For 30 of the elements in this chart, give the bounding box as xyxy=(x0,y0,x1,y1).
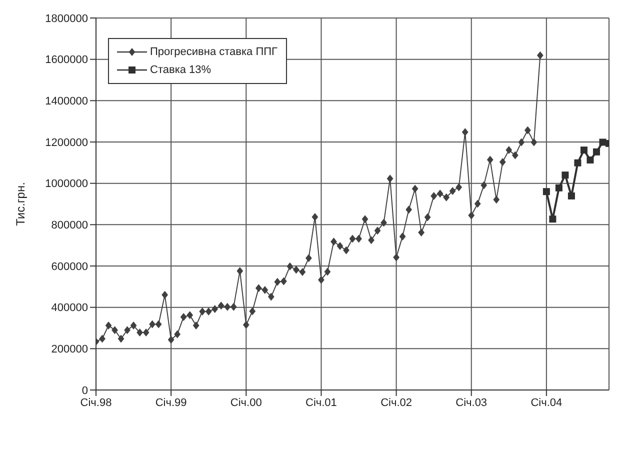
x-tick-label: Січ.02 xyxy=(380,396,412,409)
x-tick-label: Січ.98 xyxy=(80,396,112,409)
y-tick-label: 1200000 xyxy=(45,136,88,149)
y-tick-label: 0 xyxy=(82,384,88,397)
y-tick-label: 400000 xyxy=(51,302,88,314)
point xyxy=(549,216,556,223)
y-tick-label: 600000 xyxy=(51,260,88,273)
point xyxy=(542,188,550,196)
y-axis-title: Тис.грн. xyxy=(13,182,28,226)
point xyxy=(574,159,582,166)
x-tick-label: Січ.01 xyxy=(306,396,337,409)
legend-label: Ставка 13% xyxy=(150,64,212,76)
x-tick-label: Січ.04 xyxy=(530,396,562,409)
point xyxy=(568,192,575,200)
y-tick-label: 1600000 xyxy=(45,54,88,66)
y-tick-label: 800000 xyxy=(51,220,88,232)
legend-label: Прогресивна ставка ППГ xyxy=(150,46,278,58)
point xyxy=(592,148,600,156)
x-tick-label: Січ.99 xyxy=(155,396,187,409)
point xyxy=(586,156,594,164)
point xyxy=(599,138,606,146)
y-tick-label: 1800000 xyxy=(45,12,88,25)
point xyxy=(555,184,562,192)
point xyxy=(562,172,569,179)
y-tick-label: 1000000 xyxy=(45,178,88,190)
x-tick-label: Січ.00 xyxy=(230,396,262,409)
y-tick-label: 1400000 xyxy=(45,96,88,108)
point xyxy=(580,146,588,154)
y-tick-label: 200000 xyxy=(51,344,88,356)
x-tick-label: Січ.03 xyxy=(456,396,488,409)
